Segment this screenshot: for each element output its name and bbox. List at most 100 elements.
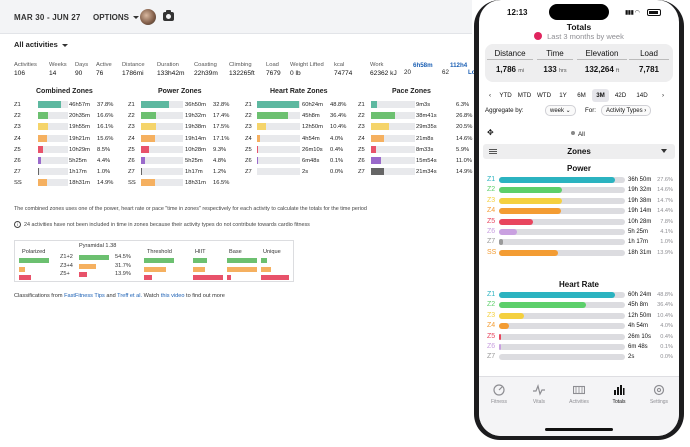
metric-number: 1,786 [495,65,516,74]
zone-row[interactable]: Z4 19h 14m 14.4% [487,207,675,215]
stat-duration: Duration 133h42m [157,61,185,78]
settings-icon [653,384,665,396]
avatar[interactable] [140,9,156,25]
zones-section-header[interactable]: Zones [483,144,675,159]
model-bar [144,266,166,272]
all-filter[interactable]: All [571,131,585,138]
zone-percent: 0.0% [330,169,344,176]
zone-row: Z4 19h14m 17.1% [128,134,235,144]
zone-bar-fill [257,101,299,108]
zone-row[interactable]: Z2 45h 8m 36.4% [487,301,675,309]
zone-row[interactable]: Z7 1h 17m 1.0% [487,238,675,246]
period-chip-42d[interactable]: 42D [614,92,627,99]
metric-elevation[interactable]: Elevation 132,264 ft [577,49,627,74]
zone-percent: 16.5% [213,180,230,187]
zone-row[interactable]: Z6 5h 25m 4.1% [487,228,675,236]
zone-row[interactable]: Z3 12h 50m 10.4% [487,312,675,320]
zone-row[interactable]: Z2 19h 32m 14.6% [487,186,675,194]
period-chip-mtd[interactable]: MTD [517,92,532,99]
polarization-percent: 31.7% [115,262,131,269]
metric-value: 1,786 mi [487,65,533,74]
tab-vitals[interactable]: Vitals [519,384,559,405]
stat-value: 132265ft [229,70,255,77]
zone-row[interactable]: Z4 4h 54m 4.0% [487,322,675,330]
zone-label: Z7 [487,238,496,246]
extra-stat-value: 112h4 [450,62,468,69]
zone-bar-track [499,333,625,340]
camera-icon[interactable] [163,10,174,21]
treff-link[interactable]: Treff et al. [117,293,143,299]
zone-label: Z6 [14,158,21,164]
zone-row[interactable]: Z1 60h 24m 48.8% [487,291,675,299]
tab-settings[interactable]: Settings [639,384,679,405]
battery-icon [647,9,661,16]
zone-label: Z3 [358,124,365,131]
period-chip-6m[interactable]: 6M [577,92,586,99]
stat-label: Work [370,62,384,68]
zone-bar-fill [371,168,385,176]
dynamic-island [549,4,609,20]
zone-percent: 13.9% [657,249,673,256]
zone-row[interactable]: Z3 19h 38m 14.7% [487,197,675,205]
stat-weight-lifted: Weight Lifted 0 lb [290,61,324,78]
zone-bar-track [499,229,625,235]
activity-filter-dropdown[interactable]: All activities [14,40,68,49]
zone-bar-track [499,354,625,361]
zone-label: Z4 [487,207,496,215]
period-chip-‹[interactable]: ‹ [488,92,492,99]
model-bar [144,275,152,280]
metric-load[interactable]: Load 7,781 [629,49,669,74]
period-chip-14d[interactable]: 14D [636,92,648,99]
zone-bar-fill [257,112,289,120]
zone-bar-track [141,123,183,131]
zone-row[interactable]: Z1 36h 50m 27.6% [487,176,675,184]
video-link[interactable]: this video [160,293,185,299]
aggregate-select[interactable]: week ⌄ [545,105,576,116]
zone-row: Z5 10h28m 9.3% [128,145,235,155]
zone-label: Z2 [358,113,365,120]
activity-types-select[interactable]: Activity Types › [601,105,652,116]
zone-time: 6m 48s [628,344,648,350]
zone-percent: 0.4% [660,333,673,340]
zone-row[interactable]: SS 18h 31m 13.9% [487,249,675,257]
period-chip-›[interactable]: › [661,92,665,99]
classifications-suffix: to find out more [186,293,225,299]
tab-label: Settings [649,399,669,405]
for-label: For: [585,107,597,114]
zone-label: Z2 [128,113,135,120]
period-chip-wtd[interactable]: WTD [536,92,552,99]
zone-bar-fill [499,177,615,183]
zone-time: 19h38m [185,124,206,131]
tab-fitness[interactable]: Fitness [479,384,519,405]
polarization-header: Unique [263,249,281,255]
zone-percent: 1.0% [660,239,673,246]
metric-time[interactable]: Time 133 hrs [537,49,573,74]
options-menu[interactable]: OPTIONS [93,13,140,22]
zone-time: 15m54s [416,158,437,164]
model-bar [193,258,207,263]
zone-row[interactable]: Z5 26m 10s 0.4% [487,333,675,341]
chevron-down-icon[interactable] [661,149,667,153]
zone-row[interactable]: Z5 10h 28m 7.8% [487,218,675,226]
stat-value: 22h39m [194,70,218,77]
tab-totals[interactable]: Totals [599,384,639,405]
metric-distance[interactable]: Distance 1,786 mi [487,49,533,74]
drag-handle-icon[interactable] [489,149,497,154]
tab-activities[interactable]: Activities [559,384,599,405]
zone-time: 60h24m [302,102,323,108]
totals-icon [613,384,625,396]
fastfitness-link[interactable]: FastFitness Tips [64,293,105,299]
zone-row[interactable]: Z7 2s 0.0% [487,353,675,361]
period-chip-3m[interactable]: 3M [592,89,609,102]
zone-row[interactable]: Z6 6m 48s 0.1% [487,343,675,351]
zone-percent: 26.8% [456,113,473,120]
zone-bar-fill [141,101,169,108]
date-range-selector[interactable]: MAR 30 - JUN 27 [14,13,81,22]
metric-unit: hrs [558,68,567,74]
period-chip-ytd[interactable]: YTD [499,92,512,99]
zone-time: 12h 50m [628,312,652,319]
stat-label: kcal [334,62,345,68]
stat-value: 106 [14,70,26,77]
move-icon[interactable]: ✥ [487,128,494,137]
period-chip-1y[interactable]: 1Y [559,92,567,99]
